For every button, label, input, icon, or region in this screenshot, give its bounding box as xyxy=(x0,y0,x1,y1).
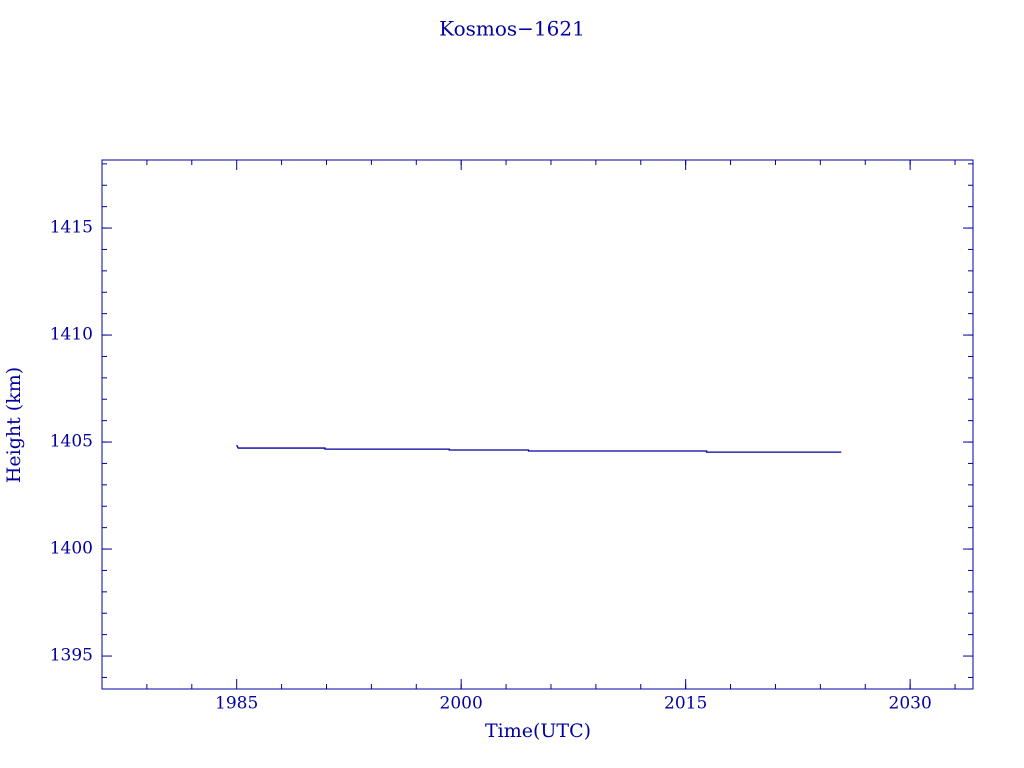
data-line xyxy=(236,444,842,453)
y-tick-label: 1395 xyxy=(50,646,93,666)
y-tick-label: 1410 xyxy=(50,325,93,345)
x-axis-label: Time(UTC) xyxy=(485,720,591,742)
plot-frame xyxy=(101,159,974,690)
x-tick-label: 2015 xyxy=(664,694,707,714)
y-tick-label: 1415 xyxy=(50,218,93,238)
y-axis-label: Height (km) xyxy=(3,367,25,483)
y-tick-label: 1405 xyxy=(50,432,93,452)
y-tick-label: 1400 xyxy=(50,539,93,559)
x-tick-label: 1985 xyxy=(215,694,258,714)
chart-title: Kosmos−1621 xyxy=(439,17,585,41)
x-tick-label: 2030 xyxy=(889,694,932,714)
x-tick-label: 2000 xyxy=(440,694,483,714)
